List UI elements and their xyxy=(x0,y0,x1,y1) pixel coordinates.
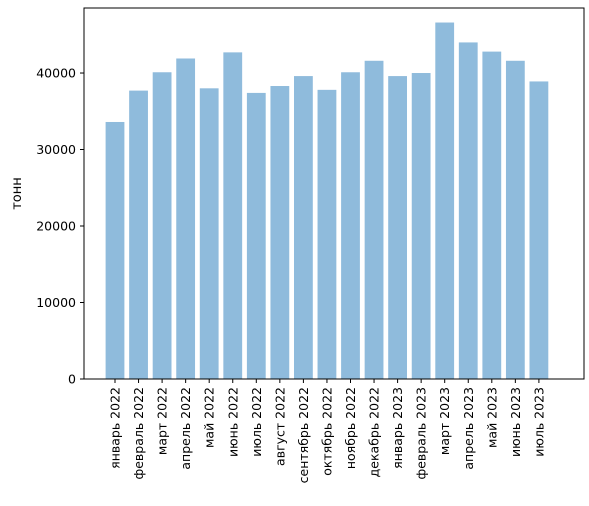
x-tick-label: сентябрь 2022 xyxy=(296,387,311,483)
bar xyxy=(152,72,172,379)
bar xyxy=(317,89,337,379)
x-tick-label: май 2023 xyxy=(484,387,499,448)
x-tick-label: май 2022 xyxy=(202,387,217,448)
bar xyxy=(529,81,549,379)
x-tick-label: декабрь 2022 xyxy=(367,387,382,477)
bar xyxy=(270,86,290,380)
bar xyxy=(294,76,313,379)
x-tick-label: август 2022 xyxy=(272,387,287,466)
bar xyxy=(458,42,478,380)
x-tick-label: июнь 2022 xyxy=(225,387,240,457)
bar xyxy=(176,58,196,380)
bar xyxy=(435,22,455,380)
y-tick-label: 10000 xyxy=(36,295,76,310)
y-tick-label: 0 xyxy=(68,372,76,387)
bars-group xyxy=(105,22,549,380)
bar xyxy=(364,60,384,379)
x-tick-label: октябрь 2022 xyxy=(319,387,334,476)
x-tick-label: март 2023 xyxy=(437,387,452,455)
bar xyxy=(105,121,125,379)
bar xyxy=(411,73,431,380)
x-tick-label: июль 2023 xyxy=(531,387,546,457)
x-tick-label: март 2022 xyxy=(155,387,170,455)
bar xyxy=(341,72,360,379)
bar xyxy=(505,60,525,379)
x-tick-label: ноябрь 2022 xyxy=(343,387,358,469)
plot-frame xyxy=(83,7,585,380)
x-tick-label: апрель 2023 xyxy=(461,387,476,470)
y-tick-label: 30000 xyxy=(36,142,76,157)
bar xyxy=(129,90,148,380)
y-tick-label: 20000 xyxy=(36,219,76,234)
x-tick-label: февраль 2023 xyxy=(414,387,429,479)
x-tick-label: июль 2022 xyxy=(249,387,264,457)
y-tick-label: 40000 xyxy=(36,66,76,81)
x-tick-label: апрель 2022 xyxy=(178,387,193,470)
y-axis: 0 10000 20000 30000 40000 xyxy=(36,66,84,387)
bar xyxy=(246,92,266,379)
bar xyxy=(199,88,219,379)
bar xyxy=(223,52,243,380)
x-axis: январь 2022 февраль 2022 март 2022 апрель 2… xyxy=(108,379,546,483)
x-tick-label: январь 2022 xyxy=(108,387,123,469)
y-axis-label: тонн xyxy=(10,177,25,210)
x-tick-label: февраль 2022 xyxy=(131,387,146,479)
bar xyxy=(388,76,407,379)
bar xyxy=(482,51,502,379)
x-tick-label: январь 2023 xyxy=(390,387,405,469)
x-tick-label: июнь 2023 xyxy=(508,387,523,457)
